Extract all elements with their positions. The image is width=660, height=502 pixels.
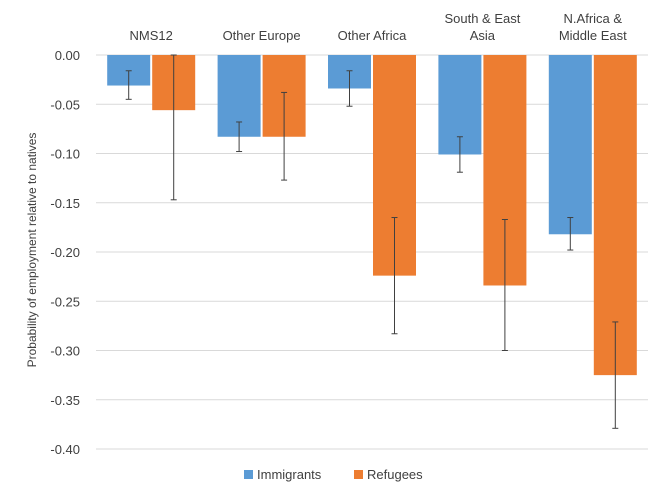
error-bar-refugees-0 <box>170 54 177 201</box>
legend-label-immigrants: Immigrants <box>257 467 322 482</box>
y-tick-label: -0.35 <box>50 393 80 408</box>
bars <box>107 55 637 376</box>
category-label: N.Africa & Middle East <box>559 11 627 43</box>
error-bar-immigrants-3 <box>456 136 463 173</box>
error-bar-refugees-4 <box>612 321 619 429</box>
legend: Immigrants Refugees <box>244 467 423 482</box>
error-bar-refugees-1 <box>281 91 288 181</box>
category-labels: NMS12 Other Europe Other Africa South & Eas… <box>130 11 628 43</box>
error-bar-refugees-3 <box>501 218 508 351</box>
y-axis-ticks: 0.00 -0.05 -0.10 -0.15 -0.20 -0.25 -0.30 -0.35 -… <box>50 48 80 457</box>
error-bar-immigrants-1 <box>236 121 243 153</box>
y-tick-label: -0.10 <box>50 147 80 162</box>
error-bars <box>125 54 619 429</box>
y-tick-label: -0.20 <box>50 245 80 260</box>
category-label: NMS12 <box>130 28 173 43</box>
y-tick-label: 0.00 <box>55 48 80 63</box>
legend-swatch-refugees <box>354 470 363 479</box>
error-bar-immigrants-4 <box>567 217 574 251</box>
legend-label-refugees: Refugees <box>367 467 423 482</box>
y-axis-label: Probability of employment relative to na… <box>25 133 39 368</box>
error-bar-refugees-2 <box>391 217 398 335</box>
y-tick-label: -0.15 <box>50 196 80 211</box>
y-tick-label: -0.25 <box>50 294 80 309</box>
category-label: Other Europe <box>223 28 301 43</box>
y-tick-label: -0.40 <box>50 442 80 457</box>
error-bar-immigrants-0 <box>125 70 132 100</box>
bar-immigrants-4 <box>548 55 592 235</box>
y-tick-label: -0.05 <box>50 97 80 112</box>
y-tick-label: -0.30 <box>50 344 80 359</box>
category-label: South & East Asia <box>444 11 520 43</box>
legend-swatch-immigrants <box>244 470 253 479</box>
error-bar-immigrants-2 <box>346 70 353 107</box>
category-label: Other Africa <box>338 28 407 43</box>
